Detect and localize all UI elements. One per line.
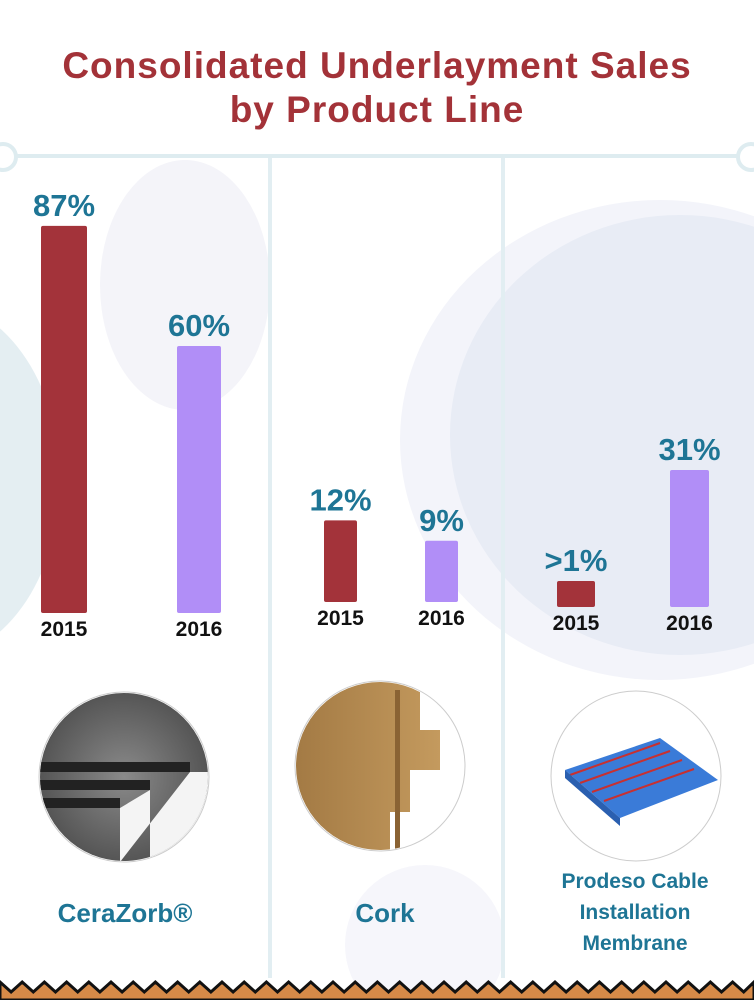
cerazorb-image (38, 691, 210, 863)
category-label: 2015 (553, 612, 600, 635)
divider-vertical (268, 158, 272, 978)
data-label: 60% (168, 308, 230, 343)
bar-2015 (324, 520, 357, 602)
category-label: 2016 (176, 618, 223, 641)
bar-group: >1% 2015 31% 2016 (545, 432, 721, 635)
zigzag-footer (0, 979, 754, 1000)
bar-2016 (670, 469, 709, 607)
bar-group: 12% 2015 9% 2016 (309, 482, 464, 630)
data-label: 12% (309, 482, 371, 517)
category-label: 2015 (317, 607, 364, 630)
product-name-cerazorb: CeraZorb® (57, 898, 193, 928)
divider-knob-right (736, 142, 754, 172)
bar-2015 (41, 225, 87, 613)
data-label: 9% (419, 503, 464, 538)
data-label: 31% (658, 432, 720, 467)
decor-circle (345, 865, 505, 1000)
bar-2016 (425, 540, 458, 602)
category-label: 2016 (418, 607, 465, 630)
product-name-cork: Cork (355, 898, 415, 928)
category-label: 2016 (666, 612, 713, 635)
divider-knob-left (0, 142, 18, 172)
bar-2016 (177, 346, 221, 613)
data-label: >1% (545, 543, 608, 578)
title-line-2: by Product Line (229, 89, 525, 130)
product-name-prodeso-line2: Installation (579, 901, 691, 924)
chart-title: Consolidated Underlayment Sales by Produ… (0, 44, 754, 132)
decor-circle (100, 160, 270, 410)
divider-horizontal (8, 154, 746, 158)
category-label: 2015 (41, 618, 88, 641)
title-line-1: Consolidated Underlayment Sales (62, 45, 692, 86)
bar-2015 (557, 581, 595, 607)
data-label: 87% (33, 188, 95, 223)
prodeso-image (550, 690, 722, 862)
product-name-prodeso-line3: Membrane (582, 932, 688, 955)
product-name-prodeso-line1: Prodeso Cable (561, 870, 709, 893)
bar-group: 87% 2015 60% 2016 (33, 188, 230, 641)
cork-image (294, 680, 466, 852)
divider-vertical (501, 158, 505, 978)
product-name-prodeso: Prodeso Cable Installation Membrane (520, 866, 750, 959)
